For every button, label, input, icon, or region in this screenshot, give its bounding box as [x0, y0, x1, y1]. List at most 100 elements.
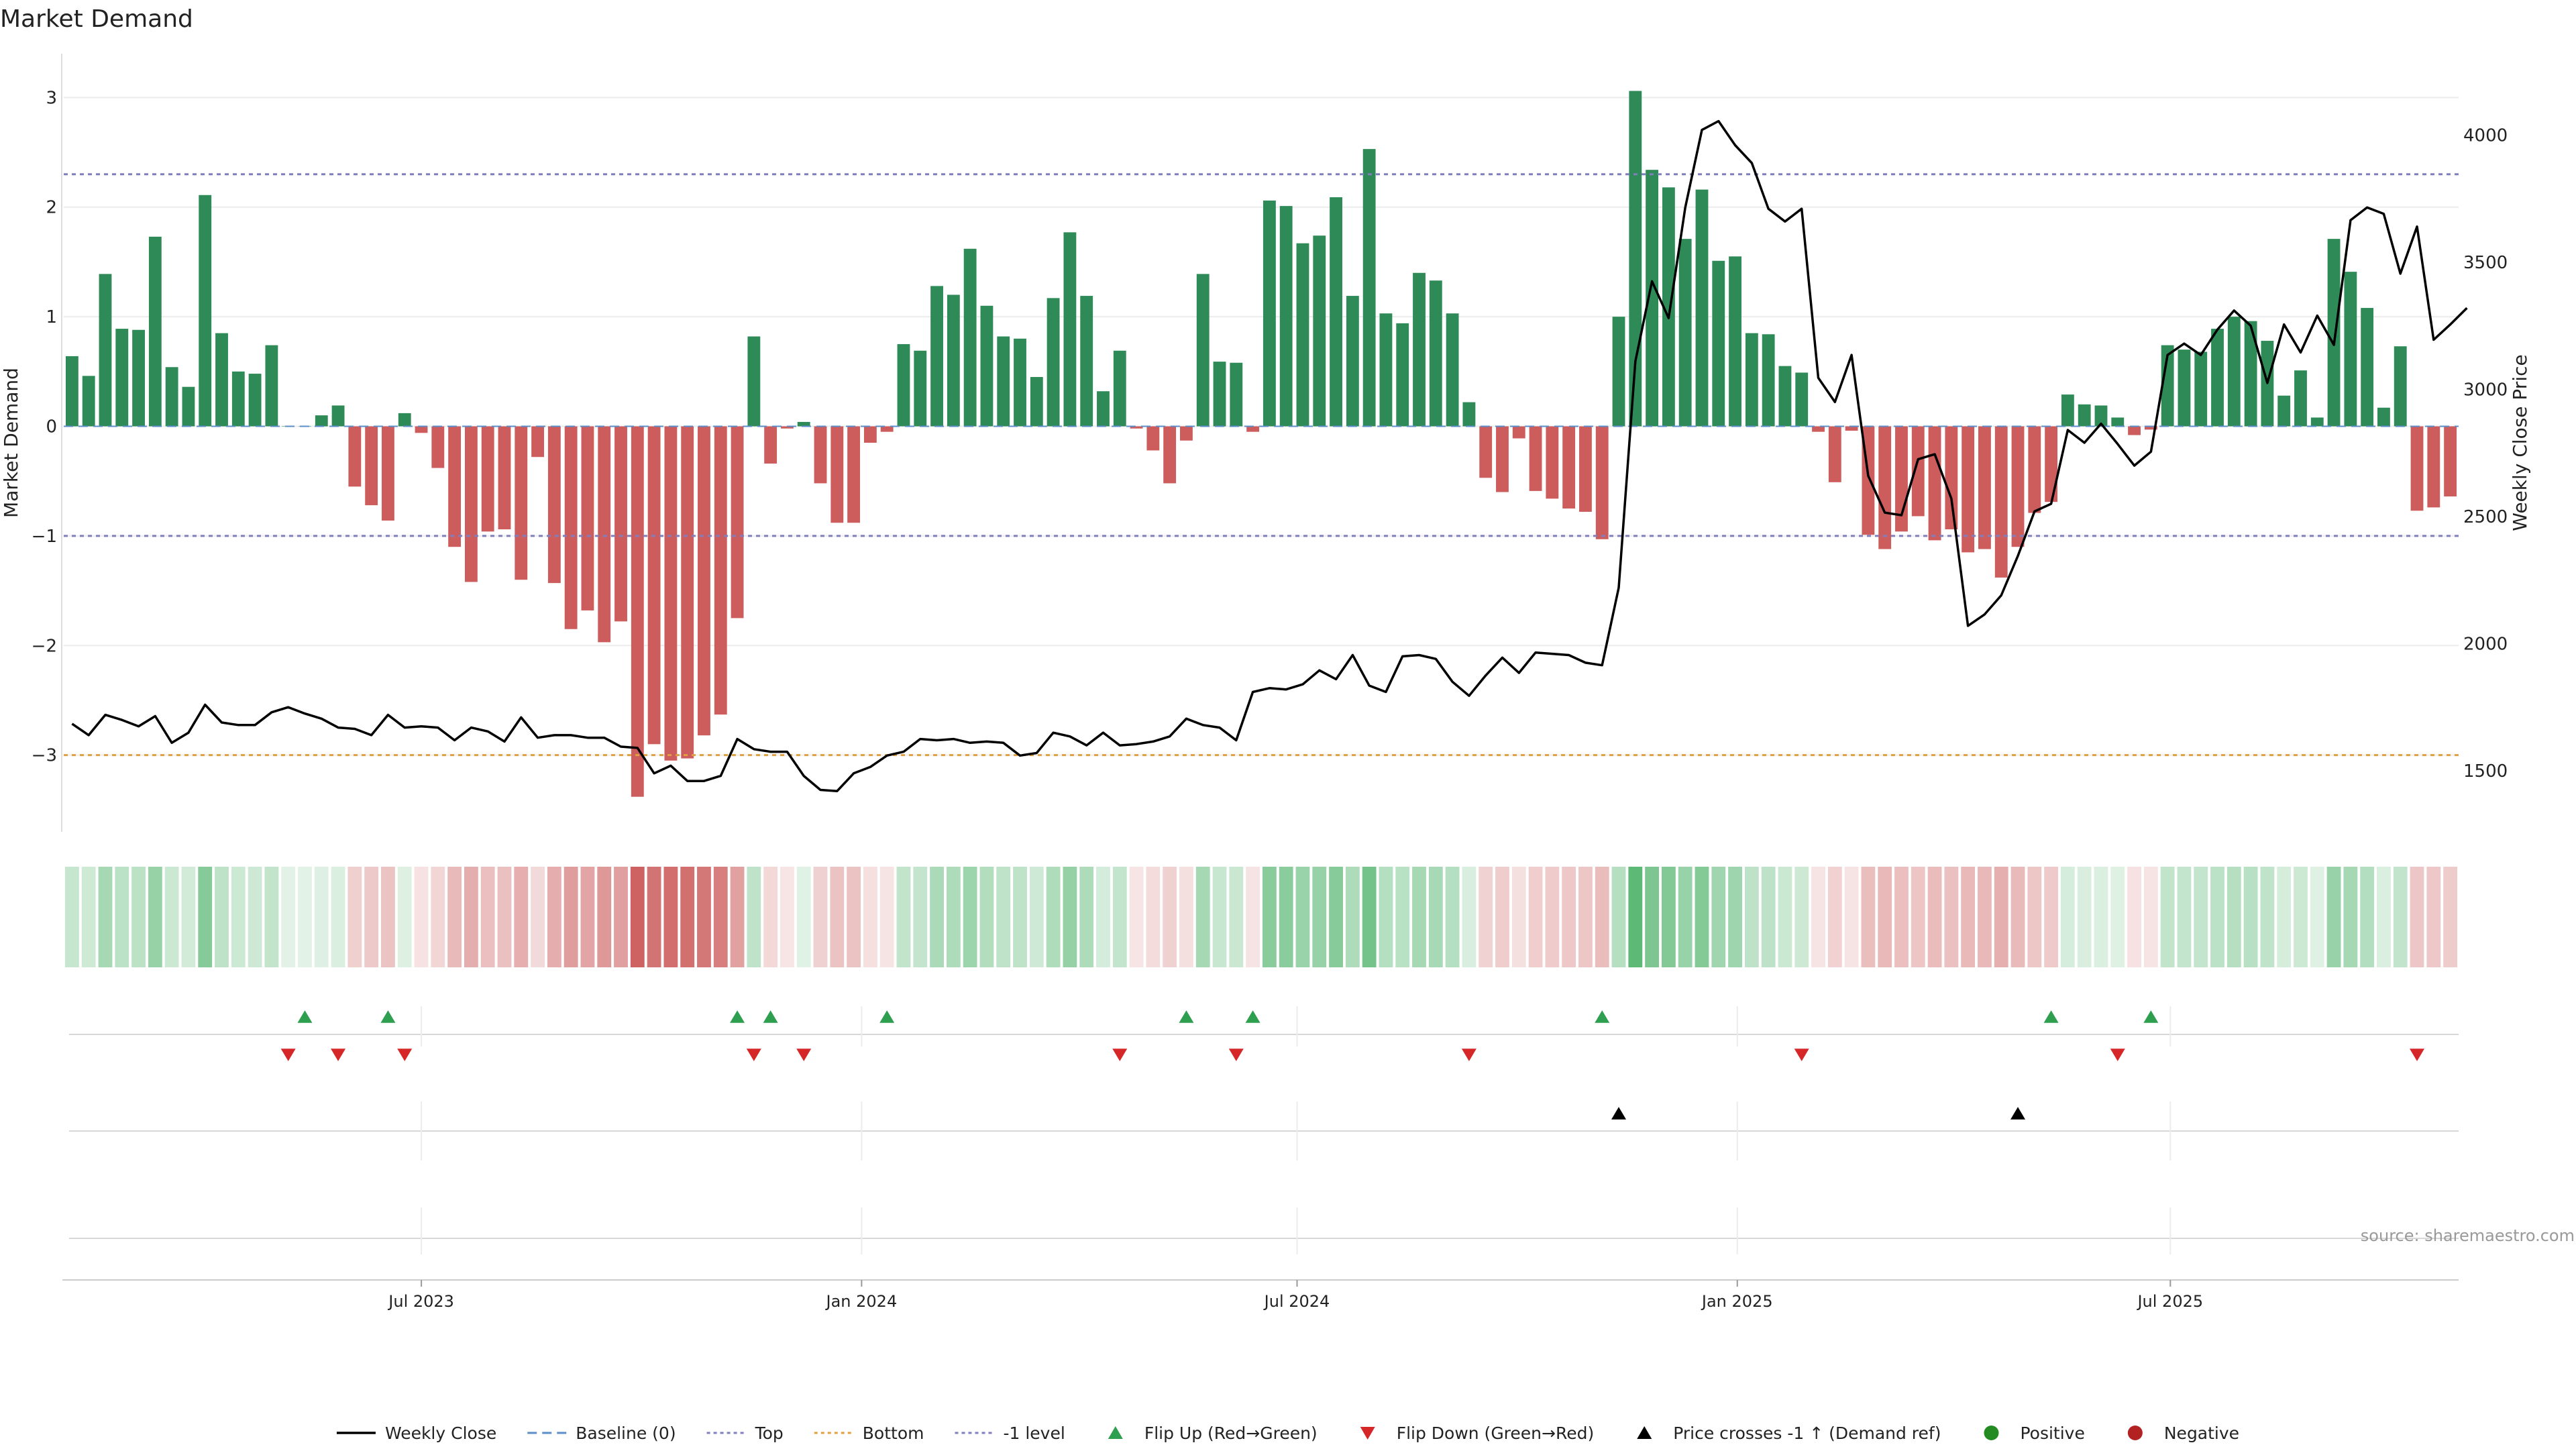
flip-down-marker	[1794, 1049, 1809, 1061]
heat-cell	[1695, 867, 1709, 967]
demand-bar	[747, 336, 761, 427]
demand-bar	[1729, 256, 1741, 427]
heat-cell	[1013, 867, 1027, 967]
heat-cell	[298, 867, 312, 967]
price-cross-marker	[1611, 1107, 1627, 1120]
demand-bar	[863, 426, 877, 443]
legend-label: Negative	[2164, 1424, 2239, 1443]
heat-cell	[1262, 867, 1277, 967]
demand-bar	[2394, 346, 2407, 427]
heat-cell	[1179, 867, 1193, 967]
heat-cell	[1878, 867, 1892, 967]
heat-cell	[2277, 867, 2292, 967]
demand-bar	[1778, 366, 1792, 427]
demand-bar	[631, 426, 644, 797]
demand-bar	[348, 426, 362, 487]
heat-cell	[1063, 867, 1077, 967]
demand-bar	[431, 426, 445, 468]
heat-cell	[663, 867, 678, 967]
demand-bar	[830, 426, 844, 523]
heat-cell	[81, 867, 96, 967]
demand-bar	[1146, 426, 1160, 451]
heat-cell	[64, 867, 79, 967]
demand-bar	[1014, 338, 1026, 427]
demand-bar	[1945, 426, 1958, 530]
heat-cell	[1628, 867, 1643, 967]
y-tick-label: 0	[46, 417, 57, 437]
demand-bar	[498, 426, 511, 530]
demand-bar	[215, 333, 228, 427]
legend-label: Flip Down (Green→Red)	[1397, 1424, 1595, 1443]
demand-bar	[2344, 272, 2357, 427]
heat-cell	[1445, 867, 1460, 967]
demand-bar	[1030, 376, 1043, 427]
heat-cell	[248, 867, 262, 967]
demand-bar	[1646, 170, 1659, 427]
demand-bar	[231, 371, 245, 427]
heat-cell	[1894, 867, 1909, 967]
heat-cell	[531, 867, 545, 967]
heat-cell	[1861, 867, 1876, 967]
heat-cell	[564, 867, 578, 967]
flip-up-marker	[763, 1010, 778, 1023]
demand-bar	[2211, 329, 2224, 427]
heat-cell	[597, 867, 612, 967]
heat-cell	[115, 867, 129, 967]
demand-bar	[681, 426, 694, 759]
heat-cell	[2243, 867, 2258, 967]
heat-cell	[1312, 867, 1327, 967]
demand-bar	[1812, 426, 1825, 432]
heat-cell	[2094, 867, 2108, 967]
demand-bar	[2294, 370, 2307, 427]
heat-cell	[680, 867, 695, 967]
heat-cell	[879, 867, 894, 967]
y2-tick-label: 2500	[2463, 507, 2508, 527]
demand-bar	[531, 426, 544, 458]
demand-bar	[714, 426, 727, 715]
flip-down-marker	[1112, 1049, 1128, 1061]
heat-cell	[1961, 867, 1976, 967]
heat-cell	[514, 867, 529, 967]
y-axis-label: Market Demand	[0, 368, 22, 518]
demand-bar	[1113, 350, 1126, 427]
heat-cell	[847, 867, 861, 967]
heat-cell	[1329, 867, 1343, 967]
heat-cell	[1728, 867, 1742, 967]
heat-cell	[1096, 867, 1110, 967]
heat-cell	[2143, 867, 2158, 967]
legend-label: -1 level	[1003, 1424, 1065, 1443]
heat-cell	[2294, 867, 2308, 967]
demand-bar	[847, 426, 861, 523]
heat-cell	[347, 867, 362, 967]
x-tick-label: Jul 2025	[2136, 1292, 2203, 1311]
demand-bar	[1362, 149, 1376, 427]
heat-cell	[431, 867, 445, 967]
demand-bar	[331, 405, 345, 427]
heat-cell	[1495, 867, 1509, 967]
heat-cell	[1129, 867, 1144, 967]
demand-bar	[148, 236, 162, 427]
demand-bar	[914, 350, 927, 427]
demand-bar	[664, 426, 678, 761]
demand-bar	[1546, 426, 1559, 499]
heat-cell	[2226, 867, 2241, 967]
heat-cell	[913, 867, 928, 967]
y2-tick-label: 1500	[2463, 761, 2508, 782]
demand-bar	[1379, 313, 1393, 427]
heat-cell	[1112, 867, 1127, 967]
heat-cell	[480, 867, 495, 967]
demand-bar	[1662, 187, 1675, 427]
heat-cell	[1279, 867, 1293, 967]
heat-cell	[1146, 867, 1161, 967]
heat-cell	[2127, 867, 2141, 967]
heat-cell	[2160, 867, 2175, 967]
heat-cell	[630, 867, 645, 967]
demand-bar	[165, 367, 178, 427]
demand-bar	[2327, 239, 2341, 427]
demand-bar	[698, 426, 710, 736]
demand-bar	[1462, 402, 1476, 427]
legend-label: Positive	[2020, 1424, 2084, 1443]
demand-bar	[1413, 272, 1426, 427]
demand-bar	[547, 426, 561, 584]
heat-cell	[1379, 867, 1393, 967]
